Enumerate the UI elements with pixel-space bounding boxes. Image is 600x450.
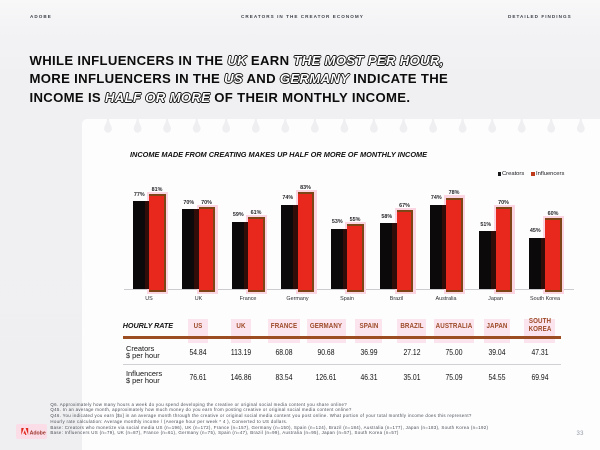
- svg-text:Adobe: Adobe: [29, 430, 45, 436]
